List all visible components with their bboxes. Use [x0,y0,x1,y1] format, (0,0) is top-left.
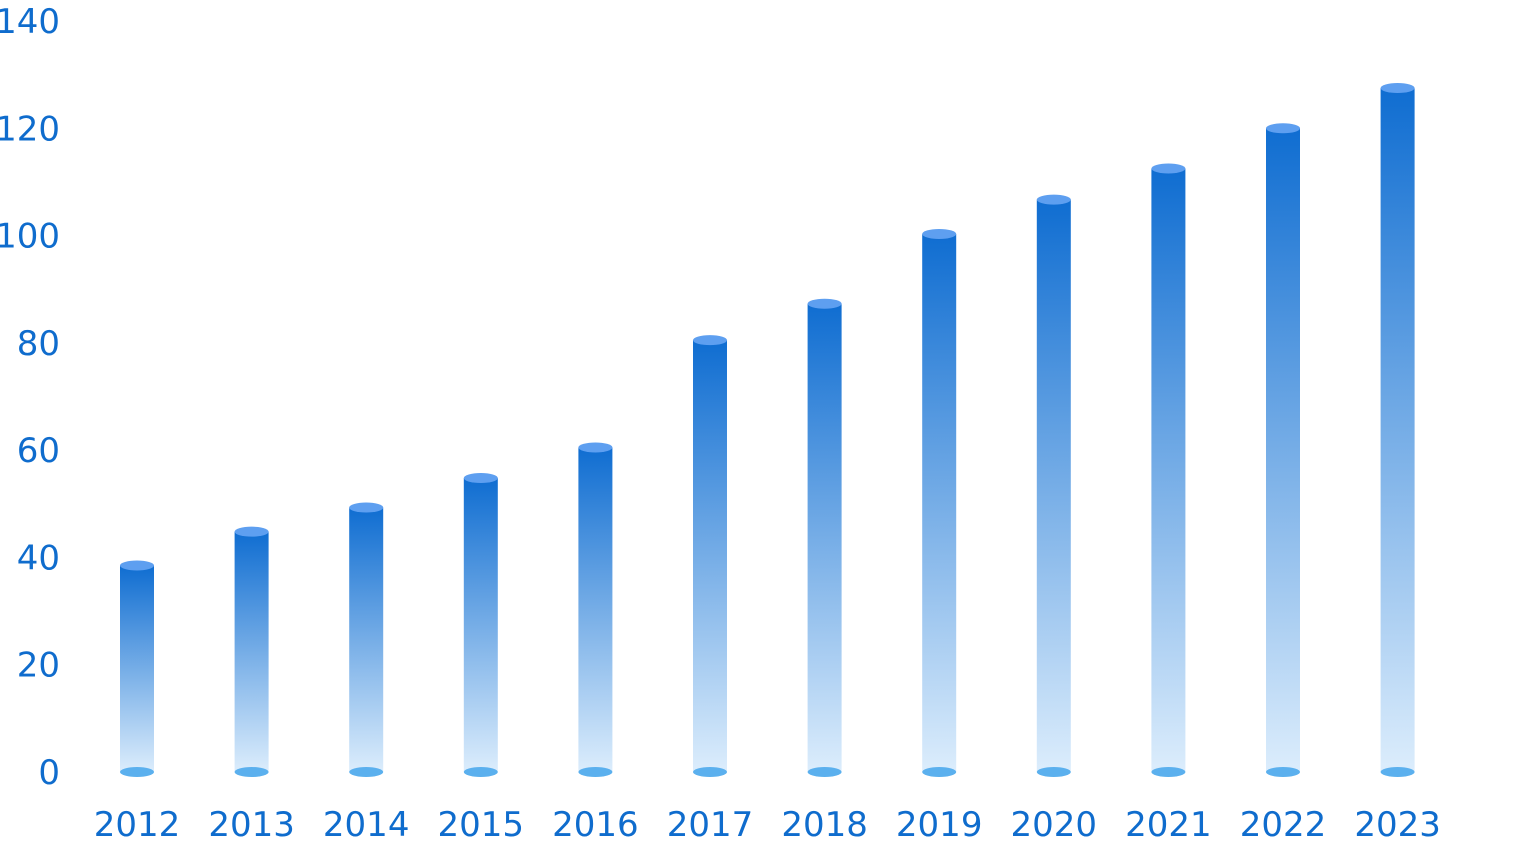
y-tick-label: 0 [38,753,60,793]
bar-top-cap [1266,123,1300,134]
x-tick-label: 2019 [896,805,983,845]
bar-bottom-cap [1266,767,1300,777]
bar-bottom-cap [1380,767,1415,777]
x-tick-label: 2023 [1354,805,1441,845]
bar-body [120,565,154,772]
bar-2021 [1151,163,1186,777]
bar-2020 [1036,194,1071,777]
bar-bottom-cap [463,767,498,777]
bar-top-cap [349,502,384,513]
bars [120,83,1415,777]
bar-top-cap [1036,194,1071,205]
bar-2017 [693,335,727,777]
y-tick-label: 120 [0,109,60,149]
bar-2022 [1266,123,1300,777]
bar-bottom-cap [120,767,154,777]
bar-2023 [1380,83,1415,777]
x-axis: 2012 2013 2014 2015 2016 2017 2018 2019 2020 2021… [94,805,1441,845]
y-tick-label: 100 [0,217,60,257]
x-tick-label: 2012 [94,805,181,845]
y-tick-label: 40 [17,538,60,578]
bar-body [234,531,269,772]
bar-top-cap [463,473,498,484]
bar-bottom-cap [234,767,269,777]
bar-top-cap [1151,163,1186,174]
bar-body [693,340,727,772]
bar-body [1036,199,1071,772]
x-tick-label: 2022 [1240,805,1327,845]
bar-2018 [807,298,842,777]
bar-body [463,478,498,772]
bar-body [1151,168,1186,773]
bar-top-cap [578,442,613,453]
y-tick-label: 80 [17,324,60,364]
bar-top-cap [807,298,842,309]
bar-2012 [120,560,154,777]
x-tick-label: 2021 [1125,805,1212,845]
x-tick-label: 2013 [208,805,295,845]
bar-2019 [922,228,957,777]
y-tick-label: 140 [0,2,60,42]
bar-top-cap [234,526,269,537]
bar-bottom-cap [1151,767,1186,777]
bar-2013 [234,526,269,777]
x-tick-label: 2017 [667,805,754,845]
bar-body [807,303,842,772]
x-tick-label: 2020 [1011,805,1098,845]
bar-body [1266,128,1300,773]
x-tick-label: 2016 [552,805,639,845]
bar-bottom-cap [578,767,613,777]
bar-top-cap [120,560,154,571]
y-tick-label: 60 [17,431,60,471]
bar-2015 [463,473,498,777]
x-tick-label: 2015 [438,805,525,845]
bar-bottom-cap [349,767,384,777]
bar-body [349,507,384,772]
bar-bottom-cap [1036,767,1071,777]
bar-2016 [578,442,613,777]
bar-bottom-cap [807,767,842,777]
y-tick-label: 20 [17,646,60,686]
x-tick-label: 2018 [781,805,868,845]
bar-top-cap [922,228,957,239]
x-tick-label: 2014 [323,805,410,845]
bar-body [922,233,957,772]
bar-body [1380,88,1415,772]
bar-2014 [349,502,384,777]
bar-body [578,447,613,772]
bar-top-cap [693,335,727,346]
bar-top-cap [1380,83,1415,94]
bar-bottom-cap [922,767,957,777]
y-axis: 0 20 40 60 80 100 120 140 [0,2,60,793]
bar-bottom-cap [693,767,727,777]
